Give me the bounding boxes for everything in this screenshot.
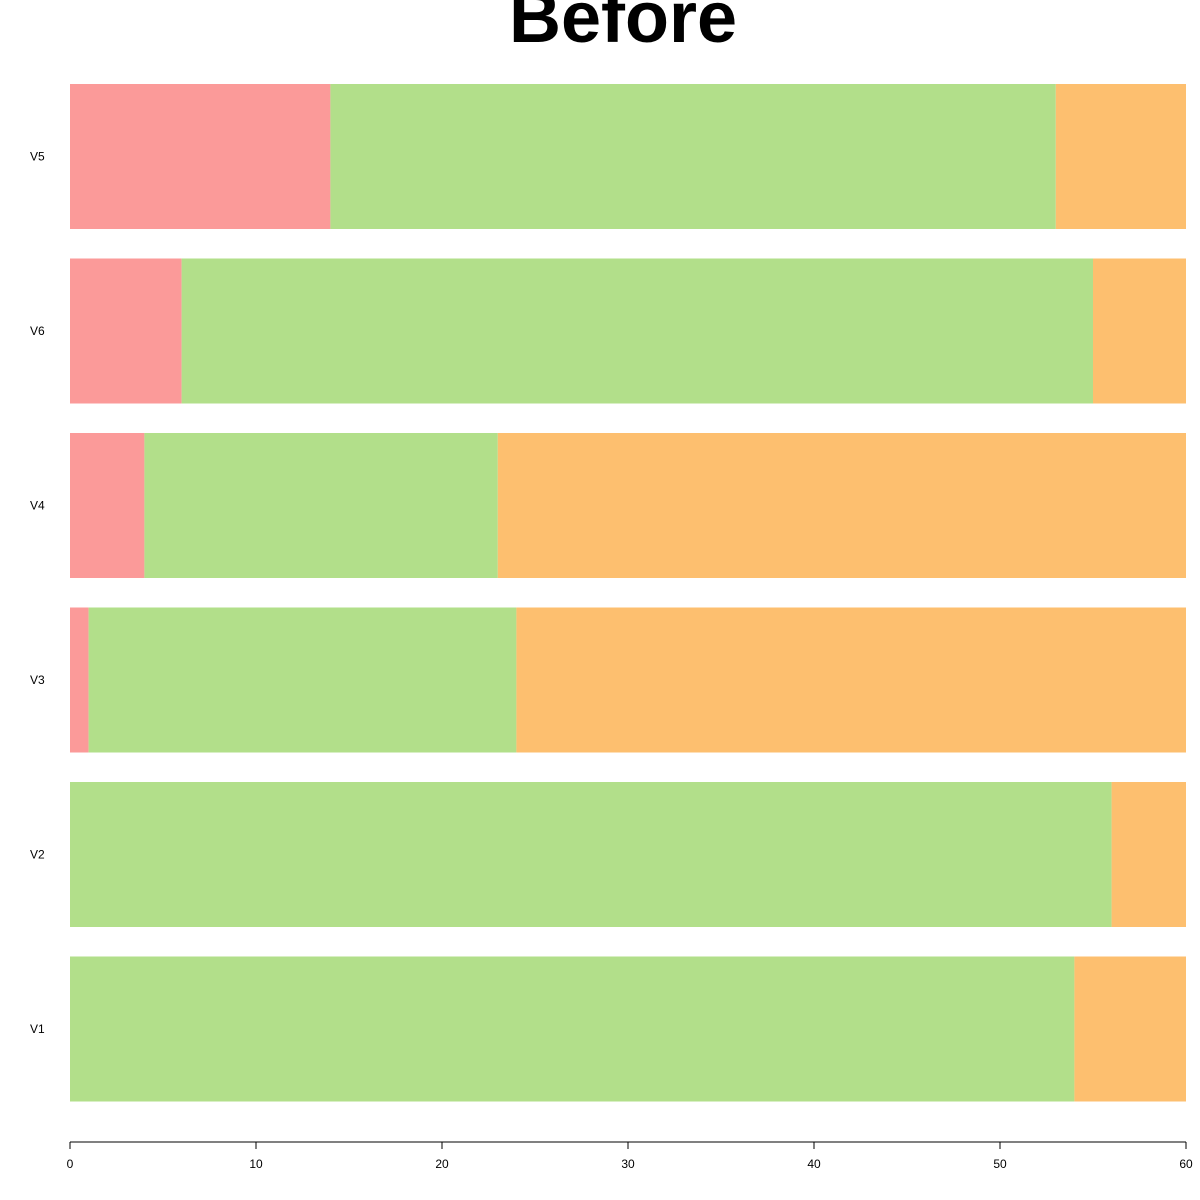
y-tick-label: V2 (30, 848, 45, 862)
bar-segment-v2-2 (70, 782, 1112, 927)
bar-segment-v3-1 (70, 607, 89, 753)
bar-segment-v2-3 (1111, 782, 1186, 927)
x-axis: 0 10 20 30 40 50 60 (67, 1141, 1193, 1171)
bar-segment-v4-1 (70, 433, 145, 578)
bar-segment-v6-1 (70, 258, 182, 404)
y-axis-labels: V5 V6 V4 V3 V2 V1 (30, 150, 45, 1037)
y-tick-label: V4 (30, 499, 45, 513)
x-tick-label: 20 (435, 1157, 449, 1171)
bar-segment-v3-2 (88, 607, 517, 753)
bar-segment-v5-2 (330, 84, 1056, 229)
y-tick-label: V5 (30, 150, 45, 164)
bar-segment-v5-1 (70, 84, 331, 229)
x-tick-label: 60 (1179, 1157, 1193, 1171)
bar-segment-v1-3 (1074, 956, 1186, 1102)
x-tick-label: 10 (249, 1157, 263, 1171)
bar-segment-v4-2 (144, 433, 498, 578)
x-tick-label: 30 (621, 1157, 635, 1171)
y-tick-label: V6 (30, 324, 45, 338)
bar-segment-v6-2 (181, 258, 1094, 404)
bar-segment-v6-3 (1093, 258, 1186, 404)
chart-title: Before (508, 0, 738, 58)
y-tick-label: V3 (30, 673, 45, 687)
bar-segment-v4-3 (497, 433, 1186, 578)
bars-group (70, 84, 1186, 1102)
bar-segment-v5-3 (1055, 84, 1186, 229)
y-tick-label: V1 (30, 1022, 45, 1036)
bar-segment-v1-2 (70, 956, 1075, 1102)
bar-segment-v3-3 (516, 607, 1186, 753)
x-tick-label: 40 (807, 1157, 821, 1171)
x-tick-label: 50 (993, 1157, 1007, 1171)
x-tick-label: 0 (67, 1157, 74, 1171)
